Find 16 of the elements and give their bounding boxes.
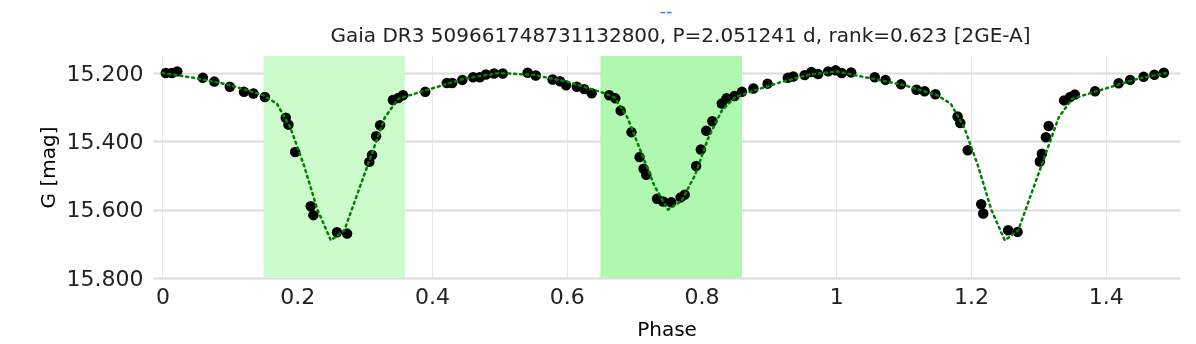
- y-tick-label: 15.600: [66, 197, 144, 223]
- text: --: [659, 0, 673, 22]
- chart-title: Gaia DR3 509661748731132800, P=2.051241 d, rank=0.623 [2GE-A]: [330, 23, 1031, 47]
- y-tick-label: 15.200: [66, 60, 144, 86]
- x-tick-label: 1: [829, 283, 844, 309]
- y-tick-label: 15.400: [66, 128, 144, 154]
- y-tick-label: 15.800: [66, 265, 144, 291]
- x-tick-label: 1.2: [954, 283, 990, 309]
- x-tick-label: 0.6: [549, 283, 585, 309]
- x-tick-label: 0.8: [684, 283, 720, 309]
- x-axis-title: Phase: [637, 316, 697, 341]
- x-tick-label: 0: [155, 283, 170, 309]
- x-tick-label: 1.4: [1088, 283, 1124, 309]
- y-axis-title: G [mag]: [35, 126, 60, 209]
- x-tick-label: 0.4: [414, 283, 450, 309]
- x-tick-label: 0.2: [280, 283, 316, 309]
